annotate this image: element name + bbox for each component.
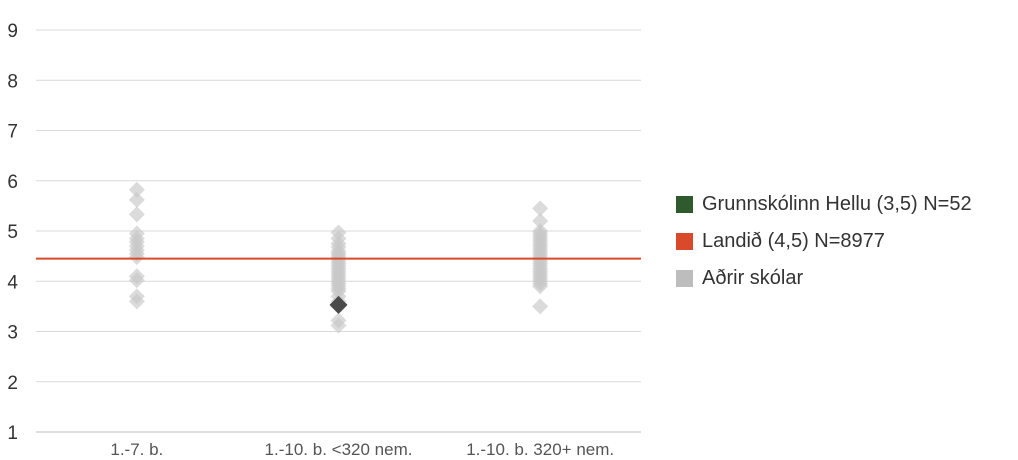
marker-other-school-2-25 (532, 298, 549, 315)
y-tick-label-3: 3 (7, 323, 18, 344)
x-category-label-2: 1.-10. b. 320+ nem. (466, 440, 614, 459)
legend-item-country: Landið (4,5) N=8977 (676, 223, 972, 260)
y-tick-label-4: 4 (7, 272, 18, 293)
y-tick-label-5: 5 (7, 222, 18, 243)
legend-item-other-schools: Aðrir skólar (676, 260, 972, 297)
legend-label-country: Landið (4,5) N=8977 (702, 230, 885, 252)
marker-other-school-2-24 (532, 278, 549, 295)
y-tick-label-2: 2 (7, 373, 18, 394)
marker-other-school-2-1 (532, 212, 549, 229)
marker-other-school-0-1 (128, 191, 145, 208)
y-tick-label-9: 9 (7, 21, 18, 42)
marker-other-school-1-25 (330, 317, 347, 334)
legend-item-school: Grunnskólinn Hellu (3,5) N=52 (676, 186, 972, 223)
marker-school-1-0 (329, 295, 348, 314)
y-tick-label-6: 6 (7, 172, 18, 193)
legend-swatch-country (676, 233, 693, 250)
x-category-label-0: 1.-7. b. (110, 440, 163, 459)
marker-other-school-0-11 (128, 272, 145, 289)
chart-legend: Grunnskólinn Hellu (3,5) N=52 Landið (4,… (676, 186, 972, 297)
y-tick-label-1: 1 (7, 423, 18, 444)
x-category-label-1: 1.-10. b. <320 nem. (265, 440, 413, 459)
marker-other-school-0-9 (128, 249, 145, 266)
marker-other-school-2-0 (532, 200, 549, 217)
marker-other-school-0-0 (128, 181, 145, 198)
legend-swatch-school (676, 196, 693, 213)
marker-other-school-0-2 (128, 206, 145, 223)
y-tick-label-8: 8 (7, 71, 18, 92)
legend-label-other-schools: Aðrir skólar (702, 267, 804, 289)
legend-swatch-other-schools (676, 270, 693, 287)
y-tick-label-7: 7 (7, 122, 18, 143)
legend-label-school: Grunnskólinn Hellu (3,5) N=52 (702, 193, 972, 215)
marker-other-school-0-13 (128, 293, 145, 310)
